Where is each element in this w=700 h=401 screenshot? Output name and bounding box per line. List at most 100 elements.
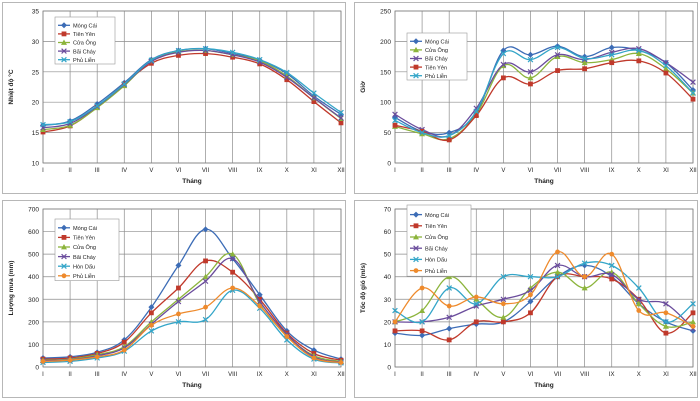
data-point-hon-dau bbox=[419, 319, 425, 325]
data-point-phu-lien bbox=[446, 132, 453, 139]
legend-marker-hon-dau bbox=[413, 256, 419, 263]
x-tick-label: III bbox=[447, 168, 452, 174]
y-tick-label: 10 bbox=[384, 342, 392, 349]
legend-entry-tien-yen: Tiên Yên bbox=[73, 236, 95, 242]
data-point-hon-dau bbox=[148, 328, 155, 334]
data-point-hon-dau bbox=[635, 285, 642, 291]
y-axis-label: Tốc độ gió (m/s) bbox=[359, 263, 367, 313]
y-tick-label: 0 bbox=[387, 365, 391, 372]
x-tick-label: VIII bbox=[580, 168, 589, 174]
x-tick-label: IX bbox=[257, 168, 263, 174]
series-line-phu-lien bbox=[42, 287, 342, 364]
data-point-tien-yen bbox=[419, 328, 425, 334]
data-point-hon-dau bbox=[527, 273, 534, 280]
data-point-cua-ong bbox=[229, 251, 236, 257]
data-point-phu-lien bbox=[40, 358, 46, 364]
data-point-phu-lien bbox=[473, 294, 479, 300]
legend-marker-bai-chay bbox=[413, 245, 419, 252]
x-tick-label: VII bbox=[202, 168, 210, 174]
data-point-phu-lien bbox=[528, 292, 533, 298]
x-tick-label: V bbox=[501, 168, 505, 174]
legend-marker-cua-ong bbox=[61, 39, 67, 45]
data-point-hon-dau bbox=[581, 260, 588, 266]
data-point-phu-lien bbox=[663, 310, 669, 316]
x-tick-label: IX bbox=[257, 372, 263, 378]
legend-marker-bai-chay bbox=[61, 253, 67, 260]
data-point-tien-yen bbox=[690, 310, 696, 316]
legend-entry-hon-dau: Hòn Dấu bbox=[73, 264, 95, 270]
y-tick-label: 100 bbox=[380, 100, 391, 107]
data-point-tien-yen bbox=[230, 269, 236, 275]
x-tick-label: VI bbox=[176, 372, 182, 378]
data-point-tien-yen bbox=[392, 122, 398, 128]
legend-entry-phu-lien: Phủ Liễn bbox=[425, 268, 447, 275]
legend: Móng Cái Tiên Yên Cửa Ông Bãi Cháy Hòn Dấu Ph… bbox=[54, 218, 120, 281]
data-point-mong-cai bbox=[202, 226, 209, 233]
data-point-bai-chay bbox=[500, 61, 507, 68]
data-point-phu-lien bbox=[175, 47, 182, 54]
data-point-bai-chay bbox=[338, 115, 344, 121]
data-point-tien-yen bbox=[500, 75, 506, 81]
data-point-mong-cai bbox=[256, 291, 263, 298]
x-tick-label: VI bbox=[528, 372, 534, 378]
x-tick-label: IX bbox=[609, 372, 615, 378]
x-tick-label: VI bbox=[528, 168, 534, 174]
x-tick-label: III bbox=[95, 168, 100, 174]
data-point-hon-dau bbox=[473, 300, 480, 307]
data-point-tien-yen bbox=[663, 70, 669, 76]
data-point-mong-cai bbox=[446, 325, 453, 332]
data-point-tien-yen bbox=[446, 137, 452, 143]
data-point-phu-lien bbox=[94, 354, 100, 360]
legend-entry-bai-chay: Bãi Cháy bbox=[425, 246, 448, 252]
data-point-tien-yen bbox=[500, 319, 506, 325]
data-point-bai-chay bbox=[202, 278, 209, 285]
y-tick-label: 60 bbox=[384, 229, 392, 236]
legend-marker-mong-cai bbox=[413, 38, 419, 45]
data-point-phu-lien bbox=[67, 357, 73, 363]
legend-marker-phu-lien bbox=[413, 72, 419, 79]
x-tick-label: IV bbox=[121, 168, 127, 174]
data-point-phu-lien bbox=[392, 117, 398, 124]
data-point-bai-chay bbox=[175, 298, 182, 305]
y-tick-label: 500 bbox=[28, 252, 39, 259]
data-point-phu-lien bbox=[94, 103, 101, 109]
legend-marker-tien-yen bbox=[61, 235, 67, 240]
data-point-mong-cai bbox=[527, 298, 534, 305]
legend-entry-cua-ong: Cửa Ông bbox=[73, 40, 96, 47]
y-tick-label: 15 bbox=[32, 130, 40, 137]
data-point-tien-yen bbox=[338, 120, 344, 126]
data-point-cua-ong bbox=[419, 307, 426, 313]
data-point-hon-dau bbox=[554, 273, 561, 280]
data-point-phu-lien bbox=[636, 308, 642, 313]
data-point-hon-dau bbox=[608, 262, 615, 269]
legend-marker-cua-ong bbox=[61, 244, 67, 250]
data-point-phu-lien bbox=[203, 304, 208, 310]
legend-marker-hon-dau bbox=[61, 263, 67, 270]
y-tick-label: 50 bbox=[384, 252, 392, 259]
data-point-mong-cai bbox=[419, 332, 426, 339]
data-point-bai-chay bbox=[500, 296, 507, 303]
y-tick-label: 20 bbox=[32, 100, 40, 107]
legend-box bbox=[406, 204, 472, 277]
x-tick-label: IV bbox=[473, 372, 479, 378]
chart-panel-wind-speed: 0 10 20 30 40 50 60 70 I II III IV V VI VII VIII IX X XI XI… bbox=[354, 200, 698, 398]
data-point-phu-lien bbox=[338, 360, 344, 365]
data-point-bai-chay bbox=[311, 95, 317, 101]
data-point-tien-yen bbox=[663, 330, 669, 336]
data-point-tien-yen bbox=[284, 77, 290, 83]
series-phu-lien bbox=[392, 249, 696, 329]
x-tick-label: XI bbox=[663, 168, 669, 174]
data-point-cua-ong bbox=[527, 74, 534, 81]
data-point-bai-chay bbox=[663, 300, 669, 307]
data-point-tien-yen bbox=[203, 51, 208, 56]
data-point-phu-lien bbox=[392, 319, 398, 325]
data-point-phu-lien bbox=[608, 51, 615, 58]
plot-area-border bbox=[42, 10, 342, 164]
data-point-cua-ong bbox=[202, 273, 209, 280]
x-tick-label: I bbox=[394, 372, 396, 378]
y-tick-label: 10 bbox=[32, 161, 40, 168]
data-point-cua-ong bbox=[554, 53, 561, 59]
